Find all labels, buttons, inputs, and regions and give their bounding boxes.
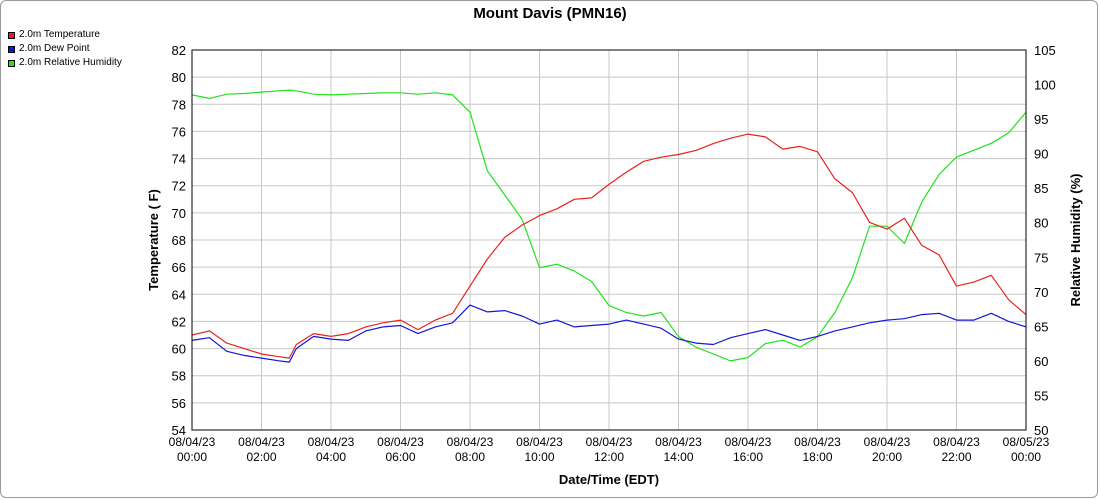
y-tick-right: 105 <box>1034 43 1056 58</box>
x-tick-date: 08/04/23 <box>794 435 841 449</box>
x-tick-date: 08/04/23 <box>864 435 911 449</box>
y-tick-right: 90 <box>1034 147 1048 162</box>
y-tick-right: 55 <box>1034 388 1048 403</box>
x-tick-time: 06:00 <box>385 450 415 464</box>
x-tick-time: 04:00 <box>316 450 346 464</box>
legend-item-dew-point: 2.0m Dew Point <box>8 42 122 56</box>
series-line-2-0m-dew-point <box>191 304 1027 363</box>
x-tick-time: 00:00 <box>177 450 207 464</box>
y-tick-left: 74 <box>172 152 186 167</box>
legend-label-temperature: 2.0m Temperature <box>19 29 100 40</box>
x-tick-date: 08/04/23 <box>586 435 633 449</box>
series-line-2-0m-temperature <box>191 133 1027 359</box>
legend-swatch-dew-point <box>8 45 15 53</box>
x-axis-label: Date/Time (EDT) <box>559 472 659 487</box>
y-tick-left: 60 <box>172 342 186 357</box>
x-tick-time: 14:00 <box>663 450 693 464</box>
y-tick-left: 78 <box>172 97 186 112</box>
legend-item-temperature: 2.0m Temperature <box>8 28 122 42</box>
axis-ticks: 54 56 58 60 62 64 66 68 70 72 74 76 78 80 82 50 55 60 65 70… <box>169 43 1056 464</box>
y-tick-left: 72 <box>172 179 186 194</box>
series-lines <box>191 89 1027 363</box>
y-tick-left: 64 <box>172 287 186 302</box>
y-tick-right: 50 <box>1034 423 1048 438</box>
x-tick-time: 10:00 <box>524 450 554 464</box>
y-tick-left: 82 <box>172 43 186 58</box>
x-tick-date: 08/04/23 <box>933 435 980 449</box>
y-tick-left: 54 <box>172 423 186 438</box>
y-tick-right: 60 <box>1034 354 1048 369</box>
x-tick-date: 08/04/23 <box>447 435 494 449</box>
legend-label-dew-point: 2.0m Dew Point <box>19 43 90 54</box>
y-tick-right: 75 <box>1034 250 1048 265</box>
x-tick-time: 12:00 <box>594 450 624 464</box>
x-tick-date: 08/05/23 <box>1003 435 1050 449</box>
y-tick-left: 76 <box>172 124 186 139</box>
series-line-2-0m-relative-humidity <box>191 89 1027 362</box>
y-tick-right: 85 <box>1034 181 1048 196</box>
legend-label-relative-humidity: 2.0m Relative Humidity <box>19 57 122 68</box>
x-tick-date: 08/04/23 <box>238 435 285 449</box>
x-tick-time: 16:00 <box>733 450 763 464</box>
plot-area <box>191 49 1027 431</box>
x-tick-time: 20:00 <box>872 450 902 464</box>
x-tick-date: 08/04/23 <box>725 435 772 449</box>
x-tick-time: 18:00 <box>802 450 832 464</box>
legend-swatch-temperature <box>8 31 15 39</box>
x-tick-date: 08/04/23 <box>655 435 702 449</box>
y-tick-left: 62 <box>172 314 186 329</box>
y-tick-left: 68 <box>172 233 186 248</box>
y-tick-right: 70 <box>1034 285 1048 300</box>
y-tick-right: 80 <box>1034 216 1048 231</box>
chart-title: Mount Davis (PMN16) <box>473 5 627 22</box>
y-tick-left: 66 <box>172 260 186 275</box>
y-tick-left: 80 <box>172 70 186 85</box>
legend: 2.0m Temperature 2.0m Dew Point 2.0m Rel… <box>8 28 122 70</box>
x-tick-date: 08/04/23 <box>169 435 216 449</box>
y-axis-label-left: Temperature ( F) <box>146 189 161 291</box>
y-tick-left: 70 <box>172 206 186 221</box>
x-tick-time: 00:00 <box>1011 450 1041 464</box>
y-tick-left: 58 <box>172 369 186 384</box>
y-axis-label-right: Relative Humidity (%) <box>1068 174 1083 307</box>
y-tick-right: 100 <box>1034 78 1056 93</box>
x-tick-time: 22:00 <box>941 450 971 464</box>
y-tick-left: 56 <box>172 396 186 411</box>
x-tick-date: 08/04/23 <box>308 435 355 449</box>
y-tick-right: 95 <box>1034 112 1048 127</box>
x-tick-time: 02:00 <box>246 450 276 464</box>
x-tick-time: 08:00 <box>455 450 485 464</box>
x-tick-date: 08/04/23 <box>516 435 563 449</box>
legend-item-relative-humidity: 2.0m Relative Humidity <box>8 56 122 70</box>
x-tick-date: 08/04/23 <box>377 435 424 449</box>
legend-swatch-relative-humidity <box>8 59 15 67</box>
y-tick-right: 65 <box>1034 319 1048 334</box>
